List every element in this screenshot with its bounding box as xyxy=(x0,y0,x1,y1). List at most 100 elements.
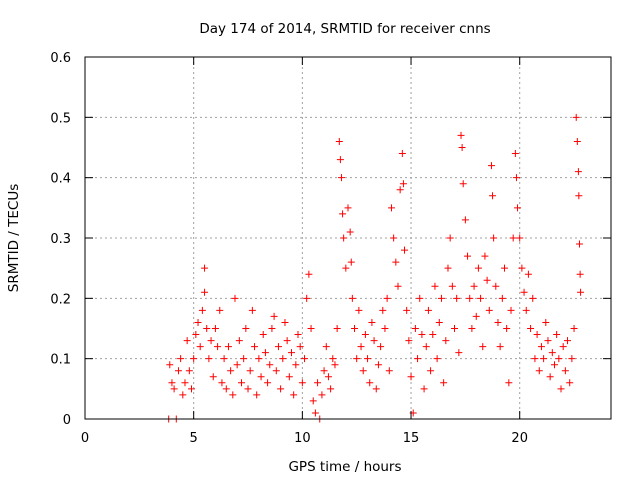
data-point xyxy=(266,361,274,369)
data-point xyxy=(285,373,293,381)
data-point xyxy=(511,150,519,158)
data-point xyxy=(535,367,543,375)
data-point xyxy=(287,349,295,357)
data-point xyxy=(537,343,545,351)
data-point xyxy=(301,355,309,363)
data-point xyxy=(457,131,465,139)
data-point xyxy=(255,355,263,363)
data-point xyxy=(512,174,520,182)
data-points xyxy=(165,113,585,423)
data-point xyxy=(396,186,404,194)
data-point xyxy=(292,361,300,369)
data-point xyxy=(398,150,406,158)
data-point xyxy=(314,379,322,387)
data-point xyxy=(464,252,472,260)
data-point xyxy=(207,337,215,345)
data-point xyxy=(405,337,413,345)
y-tick-label: 0.1 xyxy=(50,353,71,368)
data-point xyxy=(244,385,252,393)
data-point xyxy=(574,168,582,176)
data-point xyxy=(235,337,243,345)
data-point xyxy=(533,331,541,339)
data-point xyxy=(427,367,435,375)
data-point xyxy=(220,355,228,363)
data-point xyxy=(529,294,537,302)
data-point xyxy=(527,325,535,332)
data-point xyxy=(303,294,311,302)
y-tick-label: 0.5 xyxy=(50,111,71,126)
data-point xyxy=(487,162,495,170)
data-point xyxy=(342,264,350,272)
data-point xyxy=(498,294,506,302)
data-point xyxy=(216,306,224,314)
data-point xyxy=(394,282,402,290)
data-point xyxy=(324,373,332,381)
data-point xyxy=(296,343,304,351)
data-point xyxy=(437,294,445,302)
data-point xyxy=(222,385,230,393)
data-point xyxy=(431,282,439,290)
data-point xyxy=(331,361,339,369)
data-point xyxy=(264,379,272,387)
data-point xyxy=(346,228,354,236)
data-point xyxy=(229,391,237,399)
data-point xyxy=(370,337,378,345)
data-point xyxy=(377,343,385,351)
data-point xyxy=(347,258,355,266)
y-tick-label: 0.2 xyxy=(50,292,71,307)
data-point xyxy=(459,180,467,188)
data-point xyxy=(322,343,330,351)
data-point xyxy=(416,294,424,302)
data-point xyxy=(453,294,461,302)
data-point xyxy=(166,361,174,369)
data-point xyxy=(290,391,298,399)
x-tick-label: 10 xyxy=(294,431,311,446)
data-point xyxy=(179,391,187,399)
y-tick-label: 0.6 xyxy=(50,51,71,66)
axis-ticks xyxy=(84,56,611,420)
data-point xyxy=(248,306,256,314)
data-point xyxy=(348,294,356,302)
data-point xyxy=(240,355,248,363)
data-point xyxy=(233,361,241,369)
data-point xyxy=(336,156,344,164)
data-point xyxy=(214,343,222,351)
data-point xyxy=(442,337,450,345)
x-tick-labels: 0 5 10 15 20 xyxy=(81,431,528,446)
y-tick-labels: 0 0.1 0.2 0.3 0.4 0.5 0.6 xyxy=(50,51,71,428)
data-point xyxy=(353,355,361,363)
data-point xyxy=(246,367,254,375)
data-point xyxy=(470,282,478,290)
data-point xyxy=(570,325,578,332)
data-point xyxy=(368,318,376,326)
data-point xyxy=(329,355,337,363)
data-point xyxy=(340,234,348,242)
data-point xyxy=(277,385,285,393)
data-point xyxy=(318,391,326,399)
data-point xyxy=(242,325,250,332)
data-point xyxy=(479,343,487,351)
data-point xyxy=(564,337,572,345)
data-point xyxy=(531,355,539,363)
data-point xyxy=(433,355,441,363)
data-point xyxy=(283,337,291,345)
data-point xyxy=(474,264,482,272)
data-point xyxy=(327,385,335,393)
data-point xyxy=(192,331,200,339)
data-point xyxy=(253,391,261,399)
data-point xyxy=(185,367,193,375)
x-tick-label: 15 xyxy=(403,431,420,446)
data-point xyxy=(429,331,437,339)
data-point xyxy=(483,276,491,284)
y-axis-label: SRMTID / TECUs xyxy=(6,184,22,292)
data-point xyxy=(320,367,328,375)
data-point xyxy=(422,343,430,351)
data-point xyxy=(477,294,485,302)
data-point xyxy=(390,234,398,242)
data-point xyxy=(372,385,380,393)
data-point xyxy=(205,355,213,363)
data-point xyxy=(218,379,226,387)
data-point xyxy=(516,234,524,242)
